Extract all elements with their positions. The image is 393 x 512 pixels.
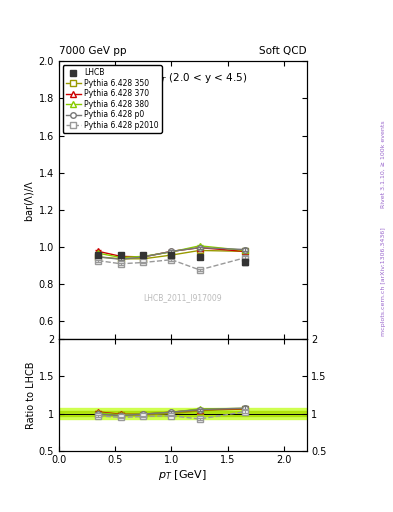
Text: LHCB_2011_I917009: LHCB_2011_I917009 [143,293,222,302]
Text: $\bar{\Lambda}/\Lambda$ vs $p_T$ (2.0 < y < 4.5): $\bar{\Lambda}/\Lambda$ vs $p_T$ (2.0 < … [118,70,248,86]
Text: Rivet 3.1.10, ≥ 100k events: Rivet 3.1.10, ≥ 100k events [381,120,386,208]
Text: 7000 GeV pp: 7000 GeV pp [59,46,127,56]
X-axis label: $p_T$ [GeV]: $p_T$ [GeV] [158,468,207,482]
Y-axis label: Ratio to LHCB: Ratio to LHCB [26,361,36,429]
Legend: LHCB, Pythia 6.428 350, Pythia 6.428 370, Pythia 6.428 380, Pythia 6.428 p0, Pyt: LHCB, Pythia 6.428 350, Pythia 6.428 370… [63,65,162,133]
Text: mcplots.cern.ch [arXiv:1306.3436]: mcplots.cern.ch [arXiv:1306.3436] [381,227,386,336]
Text: Soft QCD: Soft QCD [259,46,307,56]
Y-axis label: bar($\Lambda$)/$\Lambda$: bar($\Lambda$)/$\Lambda$ [23,179,36,222]
